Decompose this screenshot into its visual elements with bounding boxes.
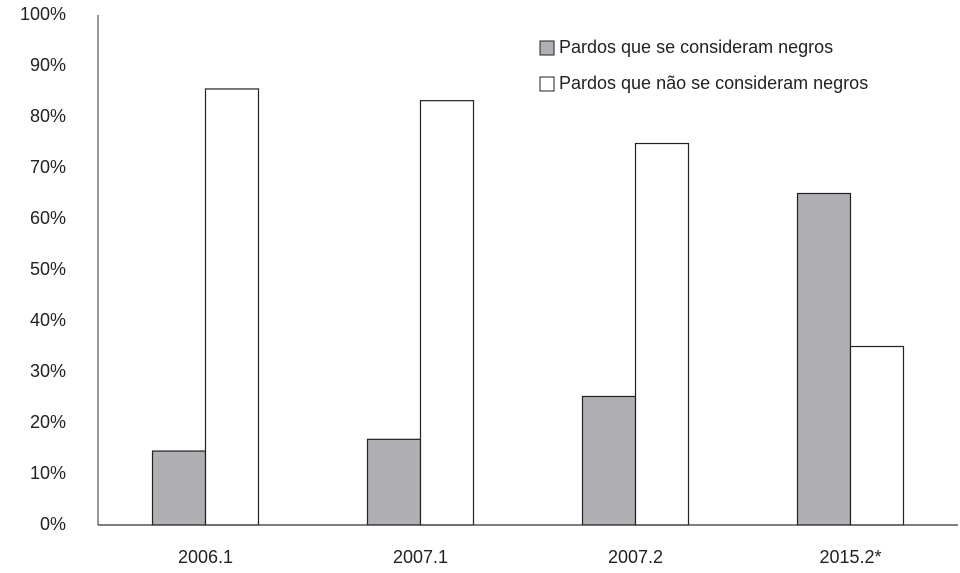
y-tick-label: 10%	[30, 463, 66, 483]
y-tick-label: 90%	[30, 55, 66, 75]
y-tick-label: 50%	[30, 259, 66, 279]
legend-label: Pardos que se consideram negros	[559, 37, 833, 57]
bar	[151, 450, 207, 526]
x-tick-label: 2015.2*	[819, 547, 881, 567]
legend-label: Pardos que não se consideram negros	[559, 73, 868, 93]
y-tick-label: 100%	[20, 4, 66, 24]
bar	[366, 438, 422, 526]
y-tick-label: 60%	[30, 208, 66, 228]
y-tick-label: 80%	[30, 106, 66, 126]
legend-swatch	[539, 76, 555, 92]
x-tick-label: 2007.1	[393, 547, 448, 567]
x-tick-label: 2006.1	[178, 547, 233, 567]
bar	[634, 142, 690, 526]
bar	[849, 345, 905, 526]
bar	[796, 192, 852, 526]
x-tick-label: 2007.2	[608, 547, 663, 567]
y-tick-label: 30%	[30, 361, 66, 381]
y-tick-label: 0%	[40, 514, 66, 534]
legend-swatch	[539, 40, 555, 56]
bar	[581, 395, 637, 526]
bar	[204, 88, 260, 526]
bar	[419, 100, 475, 526]
y-tick-label: 40%	[30, 310, 66, 330]
y-tick-label: 20%	[30, 412, 66, 432]
y-tick-label: 70%	[30, 157, 66, 177]
